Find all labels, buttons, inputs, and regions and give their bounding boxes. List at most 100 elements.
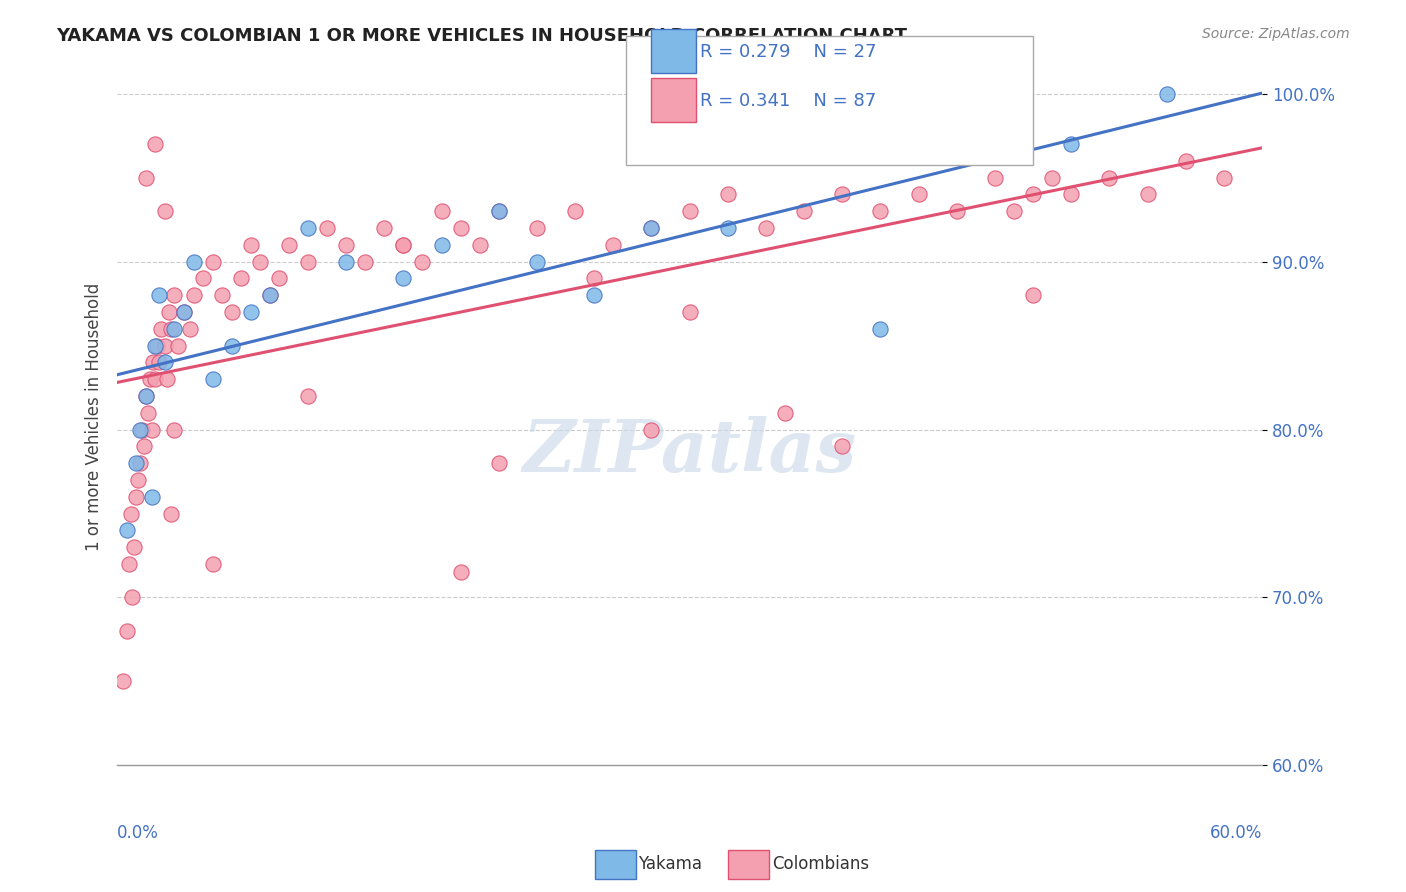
Point	[153, 338, 176, 352]
Point	[1022, 288, 1045, 302]
Point	[640, 221, 662, 235]
Point	[183, 254, 205, 268]
Text: YAKAMA VS COLOMBIAN 1 OR MORE VEHICLES IN HOUSEHOLD CORRELATION CHART: YAKAMA VS COLOMBIAN 1 OR MORE VEHICLES I…	[56, 27, 907, 45]
Point	[115, 524, 138, 538]
Text: R = 0.341    N = 87: R = 0.341 N = 87	[700, 92, 876, 110]
Point	[430, 204, 453, 219]
Text: 0.0%: 0.0%	[117, 824, 159, 842]
Point	[221, 305, 243, 319]
Point	[831, 187, 853, 202]
Point	[488, 204, 510, 219]
Point	[153, 355, 176, 369]
Point	[526, 221, 548, 235]
Point	[142, 355, 165, 369]
Point	[450, 221, 472, 235]
Point	[167, 338, 190, 352]
Text: ZIPatlas: ZIPatlas	[523, 417, 856, 487]
Point	[1156, 87, 1178, 101]
Point	[1022, 187, 1045, 202]
Point	[111, 674, 134, 689]
Point	[127, 473, 149, 487]
Point	[121, 591, 143, 605]
Point	[831, 439, 853, 453]
Point	[259, 288, 281, 302]
Point	[793, 204, 815, 219]
Point	[1174, 153, 1197, 168]
Point	[316, 221, 339, 235]
Point	[392, 237, 415, 252]
Point	[583, 271, 606, 285]
Point	[157, 305, 180, 319]
Point	[143, 372, 166, 386]
Point	[678, 204, 700, 219]
Point	[191, 271, 214, 285]
Point	[602, 237, 624, 252]
Point	[143, 137, 166, 152]
Point	[183, 288, 205, 302]
Point	[173, 305, 195, 319]
Point	[869, 322, 891, 336]
Point	[239, 237, 262, 252]
Point	[488, 456, 510, 470]
Point	[259, 288, 281, 302]
Point	[430, 237, 453, 252]
Point	[129, 456, 152, 470]
Point	[297, 221, 319, 235]
Point	[411, 254, 433, 268]
Point	[148, 288, 170, 302]
Y-axis label: 1 or more Vehicles in Household: 1 or more Vehicles in Household	[86, 283, 103, 551]
Point	[249, 254, 271, 268]
Point	[450, 566, 472, 580]
Point	[132, 439, 155, 453]
Point	[640, 221, 662, 235]
Point	[129, 423, 152, 437]
Point	[297, 389, 319, 403]
Point	[869, 204, 891, 219]
Point	[141, 423, 163, 437]
Point	[173, 305, 195, 319]
Point	[159, 507, 181, 521]
Point	[717, 221, 740, 235]
Point	[773, 406, 796, 420]
Point	[1098, 170, 1121, 185]
Point	[150, 322, 173, 336]
Point	[135, 389, 157, 403]
Point	[211, 288, 233, 302]
Point	[153, 204, 176, 219]
Text: Yakama: Yakama	[638, 855, 703, 873]
Point	[163, 322, 186, 336]
Point	[124, 540, 146, 554]
Point	[392, 271, 415, 285]
Text: R = 0.279    N = 27: R = 0.279 N = 27	[700, 43, 877, 61]
Point	[179, 322, 201, 336]
Point	[583, 288, 606, 302]
Point	[1136, 187, 1159, 202]
Point	[1212, 170, 1234, 185]
Point	[1060, 137, 1083, 152]
Point	[1002, 204, 1025, 219]
Text: 60.0%: 60.0%	[1209, 824, 1263, 842]
Point	[335, 237, 357, 252]
Point	[138, 372, 160, 386]
Point	[136, 406, 159, 420]
Point	[526, 254, 548, 268]
Point	[297, 254, 319, 268]
Point	[678, 305, 700, 319]
Point	[156, 372, 179, 386]
Point	[120, 507, 142, 521]
Point	[231, 271, 253, 285]
Point	[201, 254, 224, 268]
Text: Source: ZipAtlas.com: Source: ZipAtlas.com	[1202, 27, 1350, 41]
Point	[148, 355, 170, 369]
Point	[717, 187, 740, 202]
Point	[131, 423, 153, 437]
Point	[335, 254, 357, 268]
Point	[907, 187, 929, 202]
Point	[468, 237, 491, 252]
Point	[163, 288, 186, 302]
Point	[125, 456, 148, 470]
Point	[269, 271, 291, 285]
Point	[640, 423, 662, 437]
Point	[201, 372, 224, 386]
Point	[125, 490, 148, 504]
